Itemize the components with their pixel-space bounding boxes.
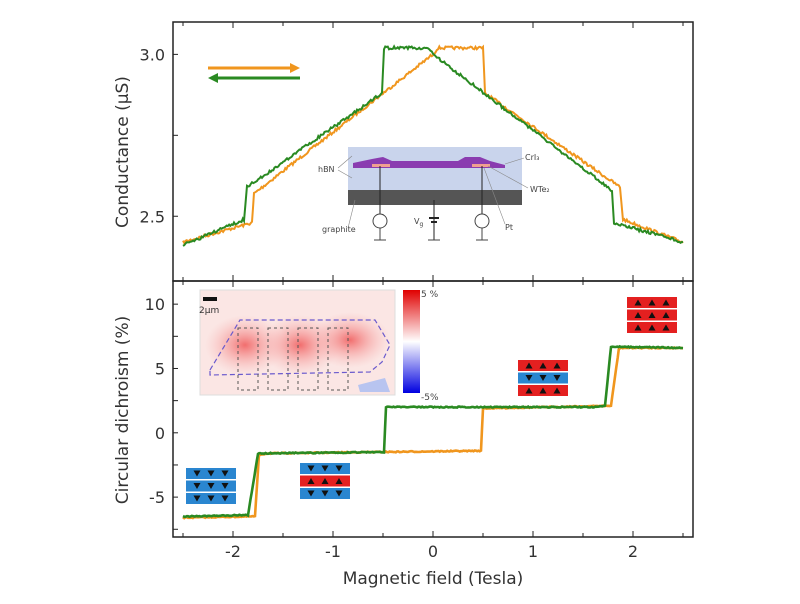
- label-hbn: hBN: [318, 165, 335, 174]
- x-tick-label: -1: [325, 542, 341, 561]
- y-tick-label: 3.0: [140, 45, 165, 64]
- spin-down-icon: [221, 495, 229, 502]
- spin-up-icon: [307, 478, 315, 484]
- spin-down-icon: [193, 483, 201, 489]
- y-tick-label: -5: [149, 488, 165, 507]
- spin-down-icon: [525, 375, 533, 381]
- top-y-axis-label: Conductance (µS): [113, 76, 133, 228]
- hbn-layer: [348, 147, 522, 190]
- spin-down-icon: [221, 470, 229, 477]
- label-wte2: WTe₂: [530, 185, 550, 194]
- spin-up-icon: [321, 478, 329, 484]
- cri3-flake: [353, 157, 505, 168]
- current-meter-icon: [474, 213, 490, 229]
- graphite-layer: [348, 190, 522, 205]
- spin-down-icon: [193, 495, 201, 502]
- y-tick-label: 10: [145, 295, 165, 314]
- spin-up-icon: [648, 299, 656, 306]
- spin-up-icon: [539, 387, 547, 394]
- spin-up-icon: [648, 312, 656, 318]
- colorbar: [403, 290, 420, 393]
- spin-up-icon: [662, 312, 670, 318]
- spin-up-icon: [634, 312, 642, 318]
- layer-stack-icon: [627, 297, 677, 333]
- pt-contact: [372, 164, 390, 167]
- label-vg: Vg: [414, 217, 423, 228]
- layer-stack-icon: [300, 463, 350, 499]
- axes: 2.5 3.0 -2 -1 0 1 2 -5 0 5 10: [140, 21, 694, 561]
- label-graphite: graphite: [322, 225, 356, 234]
- ground-icons: [374, 228, 488, 241]
- scale-bar-label: 2µm: [199, 306, 219, 316]
- spin-down-icon: [207, 470, 215, 477]
- y-tick-label: 0: [155, 424, 165, 443]
- spin-down-icon: [335, 490, 343, 497]
- layer-stack-icon: [186, 468, 236, 504]
- y-tick-label: 5: [155, 359, 165, 378]
- pt-contact: [472, 164, 490, 167]
- x-tick-label: 1: [528, 542, 538, 561]
- spin-up-icon: [553, 387, 561, 394]
- spin-up-icon: [648, 324, 656, 331]
- device-schematic-inset: CrI₃ hBN WTe₂ Pt graphite Vg: [318, 147, 550, 241]
- spin-down-icon: [539, 375, 547, 381]
- spin-down-icon: [307, 490, 315, 497]
- label-pt: Pt: [505, 223, 513, 232]
- x-tick-label: 0: [428, 542, 438, 561]
- series-line-down: [182, 344, 683, 519]
- spin-down-icon: [193, 470, 201, 477]
- spin-down-icon: [321, 490, 329, 497]
- spin-up-icon: [634, 324, 642, 331]
- spin-up-icon: [662, 324, 670, 331]
- spin-up-icon: [539, 362, 547, 369]
- spin-up-icon: [553, 362, 561, 369]
- left-arrow-icon: [208, 73, 218, 83]
- spin-down-icon: [335, 465, 343, 472]
- series-line-up: [182, 44, 684, 246]
- spin-up-icon: [335, 478, 343, 484]
- spin-down-icon: [207, 495, 215, 502]
- spin-down-icon: [307, 465, 315, 472]
- x-tick-label: 2: [628, 542, 638, 561]
- spin-down-icon: [553, 375, 561, 381]
- colorbar-max-label: 5 %: [421, 290, 439, 300]
- spin-down-icon: [207, 483, 215, 489]
- y-tick-label: 2.5: [140, 207, 165, 226]
- bottom-y-axis-label: Circular dichroism (%): [113, 316, 133, 504]
- layer-stack-icon: [518, 360, 568, 396]
- series-line-down: [182, 44, 684, 247]
- battery-icon: [429, 217, 439, 219]
- spin-up-icon: [525, 387, 533, 394]
- spin-down-icon: [221, 483, 229, 489]
- spin-up-icon: [634, 299, 642, 306]
- spin-up-icon: [525, 362, 533, 369]
- scale-bar: [203, 297, 217, 301]
- right-arrow-icon: [290, 63, 300, 73]
- legend: [208, 63, 300, 83]
- cd-map-inset: 2µm 5 % -5%: [199, 289, 439, 403]
- x-tick-label: -2: [225, 542, 241, 561]
- spin-up-icon: [662, 299, 670, 306]
- label-cri3: CrI₃: [525, 153, 539, 162]
- layer-state-icons: [186, 297, 677, 504]
- spin-down-icon: [321, 465, 329, 472]
- ac-source-icon: [372, 213, 388, 229]
- colorbar-min-label: -5%: [421, 393, 439, 403]
- x-axis-label: Magnetic field (Tesla): [343, 569, 524, 589]
- plot-area: [182, 44, 684, 520]
